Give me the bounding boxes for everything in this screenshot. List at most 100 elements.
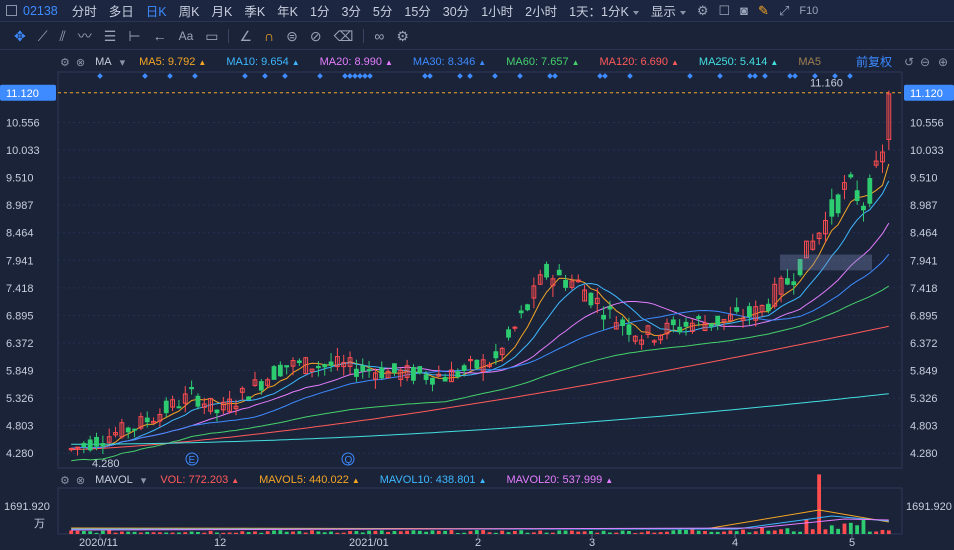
candle-body [715, 315, 721, 326]
period-tab[interactable]: 30分 [442, 5, 470, 19]
layout-icon[interactable]: ☐ [718, 2, 731, 18]
camera-icon[interactable]: ◙ [740, 3, 749, 18]
volume-bar [81, 530, 86, 534]
period-tabs: 分时 多日 日K 周K 月K 季K 年K 1分 3分 5分 15分 30分 1小时 2小时 [66, 1, 563, 20]
f10-icon[interactable]: F10 [799, 4, 819, 17]
range-icon[interactable]: ⊢ [128, 27, 141, 44]
hide-icon[interactable]: ⊘ [309, 27, 322, 44]
volume-bar [886, 530, 891, 534]
candle-body [531, 285, 537, 299]
candle-body [87, 439, 93, 451]
candle-body [886, 93, 892, 141]
candle-body [309, 368, 315, 372]
candle-body [499, 347, 505, 356]
period-tab[interactable]: 年K [277, 5, 299, 19]
settings-icon[interactable]: ⚙ [696, 2, 709, 18]
crosshair-icon[interactable]: ✥ [14, 27, 26, 44]
period-tab[interactable]: 1小时 [481, 5, 514, 19]
link-icon[interactable]: ∞ [374, 28, 385, 44]
volume-bar [677, 529, 682, 534]
undo-icon[interactable]: ↺ [903, 55, 914, 69]
event-marker-label: E [189, 455, 196, 466]
volume-bar [867, 531, 872, 534]
candle-body [125, 427, 131, 433]
volume-bar [132, 531, 137, 534]
close-icon[interactable]: ⊗ [75, 56, 86, 69]
period-tab[interactable]: 5分 [372, 5, 393, 19]
candle-body [607, 306, 613, 310]
candle-body [594, 297, 600, 305]
volume-bar [310, 530, 314, 534]
period-tab[interactable]: 1分 [310, 5, 330, 19]
arrow-icon[interactable]: ← [152, 28, 167, 44]
interval-dropdown[interactable]: 1天：1分K [563, 1, 645, 20]
chevron-down-icon[interactable]: ▾ [119, 56, 126, 69]
signal-marker [752, 73, 758, 79]
settings-icon[interactable]: ⚙ [396, 27, 409, 44]
period-tab[interactable]: 3分 [341, 5, 361, 19]
volume-bar [196, 531, 200, 534]
settings-icon[interactable]: ⚙ [60, 56, 70, 69]
line-icon[interactable]: ⟋ [37, 27, 48, 44]
trash-icon[interactable]: ⌫ [333, 27, 354, 44]
channel-icon[interactable]: ⫽ [59, 27, 66, 44]
toolbar-divider [363, 29, 365, 43]
period-tab[interactable]: 月K [211, 5, 233, 19]
candle-body [569, 280, 575, 288]
candle-body [626, 324, 632, 335]
high-label: 11.160 [810, 78, 843, 90]
pen-icon[interactable]: ✎ [758, 2, 769, 18]
ma-line [71, 222, 890, 449]
settings-icon[interactable]: ⚙ [60, 474, 70, 487]
checkbox-icon[interactable] [6, 5, 17, 16]
period-tab[interactable]: 多日 [108, 5, 134, 19]
zoom-out-icon[interactable]: ⊖ [919, 55, 930, 69]
close-icon[interactable]: ⊗ [75, 474, 86, 487]
drawing-toolbar: ✥ ⟋ ⫽ 〰 ☰ ⊢ ← Aa ▭ ∠ ∩ ⊜ ⊘ ⌫ ∞ ⚙ [0, 23, 954, 50]
volume-bar [170, 532, 175, 534]
fullscreen-icon[interactable]: ⤢ [778, 2, 790, 18]
signal-marker [832, 73, 838, 79]
candle-body [239, 387, 245, 393]
period-tab[interactable]: 日K [145, 5, 167, 19]
zoom-in-icon[interactable]: ⊕ [937, 55, 948, 69]
fib-icon[interactable]: ☰ [103, 27, 117, 44]
volume-bar [582, 531, 587, 534]
x-tick-label: 2 [475, 537, 481, 549]
signal-marker [427, 73, 433, 79]
y-tick-left: 6.372 [6, 338, 34, 350]
volume-bar [164, 532, 169, 534]
period-toolbar: 02138 分时 多日 日K 周K 月K 季K 年K 1分 3分 5分 15分 30分 1小时 2小时 1… [0, 0, 954, 22]
text-icon[interactable]: Aa [178, 29, 194, 43]
legend-value: MA10: 9.654 ▲ [226, 56, 300, 68]
y-tick-left: 7.418 [6, 283, 34, 295]
adjust-button[interactable]: 前复权 [855, 55, 892, 69]
display-dropdown[interactable]: 显示 [645, 1, 692, 20]
note-icon[interactable]: ▭ [205, 27, 219, 44]
lock-icon[interactable]: ⊜ [286, 27, 298, 44]
signal-marker [747, 73, 753, 79]
period-tab[interactable]: 15分 [404, 5, 431, 19]
period-tab[interactable]: 季K [244, 5, 266, 19]
volume-bar [183, 532, 188, 534]
candle-body [677, 326, 683, 333]
candle-body [366, 369, 372, 372]
period-tab[interactable]: 2小时 [525, 5, 558, 19]
volume-bar [728, 530, 733, 534]
mavol-line [71, 509, 889, 530]
volume-bar [671, 530, 676, 534]
volume-bar [138, 532, 143, 534]
chevron-down-icon[interactable]: ▾ [140, 474, 147, 487]
candle-body [823, 219, 828, 235]
y-tick-left: 6.895 [6, 310, 34, 322]
volume-bar [119, 531, 124, 534]
magnet-icon[interactable]: ∩ [264, 28, 275, 44]
y-tick-left: 5.849 [6, 366, 34, 378]
volume-bar [766, 530, 771, 534]
period-tab[interactable]: 周K [178, 5, 200, 19]
candle-body [430, 377, 435, 385]
ruler-icon[interactable]: ∠ [239, 27, 253, 44]
wave-icon[interactable]: 〰 [77, 28, 92, 44]
period-tab[interactable]: 分时 [71, 5, 97, 19]
